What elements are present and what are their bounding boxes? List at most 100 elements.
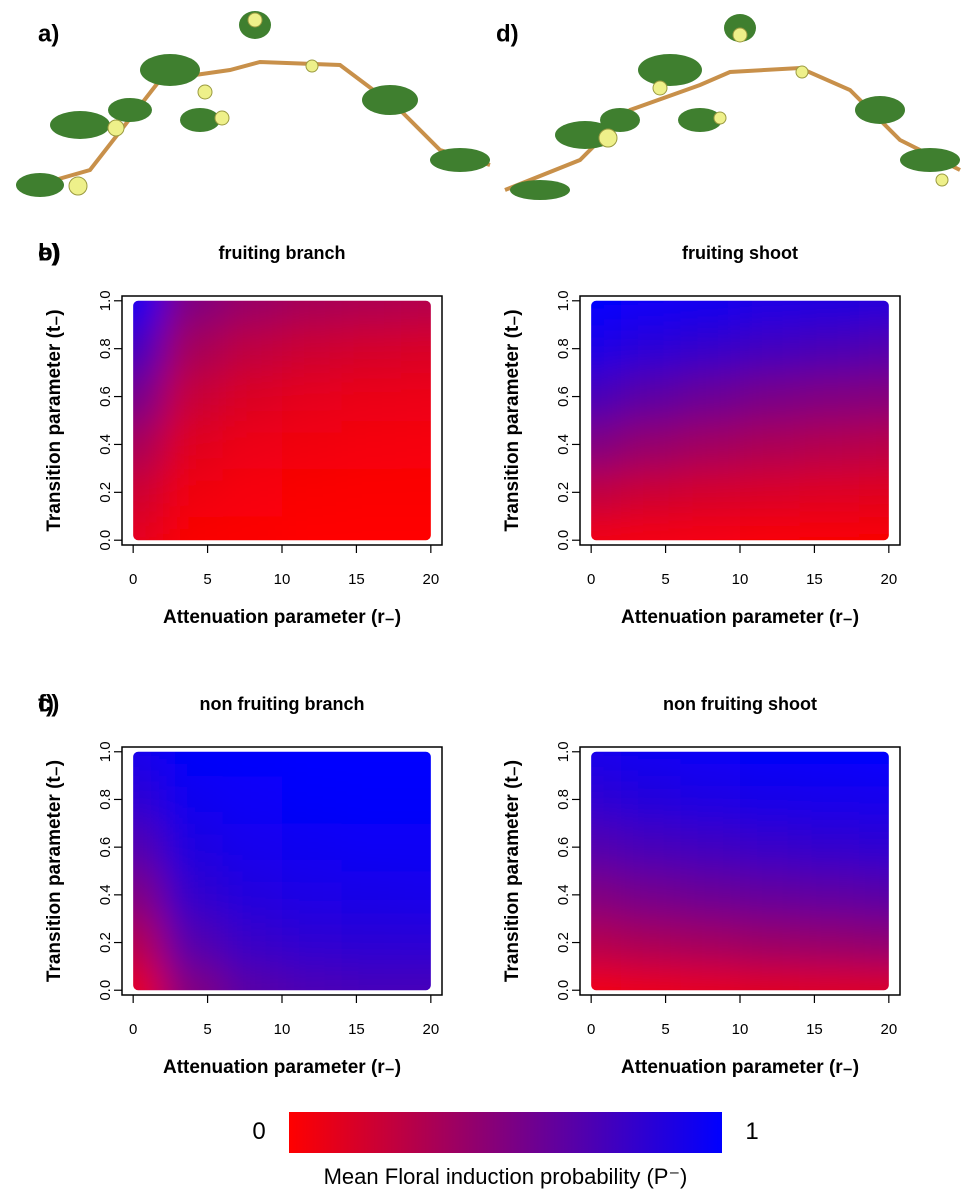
heatmap-cell [341, 468, 402, 517]
heatmap-cell [740, 823, 801, 872]
heatmap-cell [282, 420, 343, 469]
y-tick-label: 1.0 [97, 741, 114, 762]
heatmap-cell [859, 324, 889, 374]
x-tick-label: 10 [732, 571, 749, 588]
y-tick-label: 0.2 [97, 932, 114, 953]
x-tick-label: 5 [661, 571, 669, 588]
heatmap-cell [282, 468, 343, 517]
heatmap-cell [799, 468, 860, 517]
x-axis-label: Attenuation parameter (r₋) [621, 1057, 859, 1078]
heatmap-cell [222, 516, 283, 541]
heatmap-cell [859, 918, 889, 967]
y-tick-label: 0.4 [555, 434, 572, 455]
x-tick-label: 15 [348, 1021, 365, 1038]
x-tick-label: 20 [422, 571, 439, 588]
heatmap-cell [680, 775, 741, 824]
heatmap-cell [282, 918, 343, 967]
heatmap-cell [680, 871, 741, 920]
panel-label: c) [38, 690, 59, 717]
heatmap-cell [282, 823, 343, 872]
heatmap-cell [620, 324, 681, 374]
heatmap-cell [222, 468, 283, 517]
heatmap-cell [859, 775, 889, 824]
x-tick-label: 20 [880, 571, 897, 588]
heatmap-cell [341, 300, 402, 326]
panel-label: a) [38, 20, 59, 47]
heatmap-cell [799, 516, 860, 541]
heatmap-cell [799, 871, 860, 920]
heatmap-cell [133, 372, 164, 421]
heatmap-cell [591, 871, 622, 920]
heatmap-cell [740, 966, 801, 991]
panel-label: d) [496, 20, 519, 47]
heatmap-cell [591, 516, 622, 541]
heatmap-cell [162, 468, 223, 517]
x-tick-label: 15 [806, 1021, 823, 1038]
heatmap-cell [341, 775, 402, 824]
heatmap-cell [740, 372, 801, 421]
heatmap-cell [680, 751, 741, 777]
heatmap-cell [133, 966, 164, 991]
y-tick-label: 0.2 [555, 482, 572, 503]
heatmap-cell [740, 775, 801, 824]
y-tick-label: 0.0 [555, 530, 572, 551]
panel-label: e) [38, 239, 59, 266]
heatmap-cell [222, 871, 283, 920]
heatmap-cell [133, 823, 164, 872]
heatmap-cell [222, 420, 283, 469]
colorbar-tick-label: 1 [745, 1118, 758, 1145]
heatmap-cell [620, 918, 681, 967]
y-tick-label: 0.8 [555, 789, 572, 810]
heatmap-cell [799, 918, 860, 967]
heatmap-cell [401, 516, 431, 541]
heatmap-cell [680, 420, 741, 469]
x-axis-label: Attenuation parameter (r₋) [163, 1057, 401, 1078]
heatmap-cell [591, 300, 622, 326]
heatmap-cell [859, 420, 889, 469]
heatmap-cell [799, 420, 860, 469]
x-tick-label: 5 [203, 571, 211, 588]
y-tick-label: 1.0 [555, 741, 572, 762]
heatmap-cell [133, 918, 164, 967]
heatmap-cell [591, 823, 622, 872]
x-tick-label: 15 [348, 571, 365, 588]
heatmap-cell [401, 871, 431, 920]
heatmap-cell [620, 871, 681, 920]
heatmap-cell [222, 775, 283, 824]
heatmap-cell [740, 300, 801, 326]
heatmap-cell [740, 468, 801, 517]
heatmap-cell [620, 823, 681, 872]
y-tick-label: 0.4 [97, 434, 114, 455]
heatmap-cell [133, 751, 164, 777]
x-tick-label: 0 [587, 571, 595, 588]
y-tick-label: 0.6 [97, 837, 114, 858]
chart-title: fruiting branch [219, 243, 346, 263]
heatmap-cell [401, 468, 431, 517]
heatmap-cell [680, 516, 741, 541]
heatmap-cell [401, 966, 431, 991]
x-tick-label: 15 [806, 571, 823, 588]
x-tick-label: 20 [880, 1021, 897, 1038]
heatmap-cell [799, 823, 860, 872]
x-axis-label: Attenuation parameter (r₋) [621, 607, 859, 628]
heatmap-cell [680, 324, 741, 374]
heatmap-cell [222, 751, 283, 777]
heatmap-cell [740, 871, 801, 920]
heatmap-cell [282, 516, 343, 541]
heatmap-cell [591, 324, 622, 374]
heatmap-cells [133, 751, 431, 991]
chart-title: non fruiting branch [200, 694, 365, 714]
heatmap-cell [162, 372, 223, 421]
y-tick-label: 1.0 [97, 290, 114, 311]
heatmap-cell [162, 871, 223, 920]
x-tick-label: 0 [129, 571, 137, 588]
heatmap-cell [341, 751, 402, 777]
heatmap-cell [162, 751, 223, 777]
heatmap-cell [222, 918, 283, 967]
heatmap-cell [341, 823, 402, 872]
heatmap-cell [799, 751, 860, 777]
heatmap [591, 300, 889, 541]
colorbar-tick-label: 0 [252, 1118, 265, 1145]
